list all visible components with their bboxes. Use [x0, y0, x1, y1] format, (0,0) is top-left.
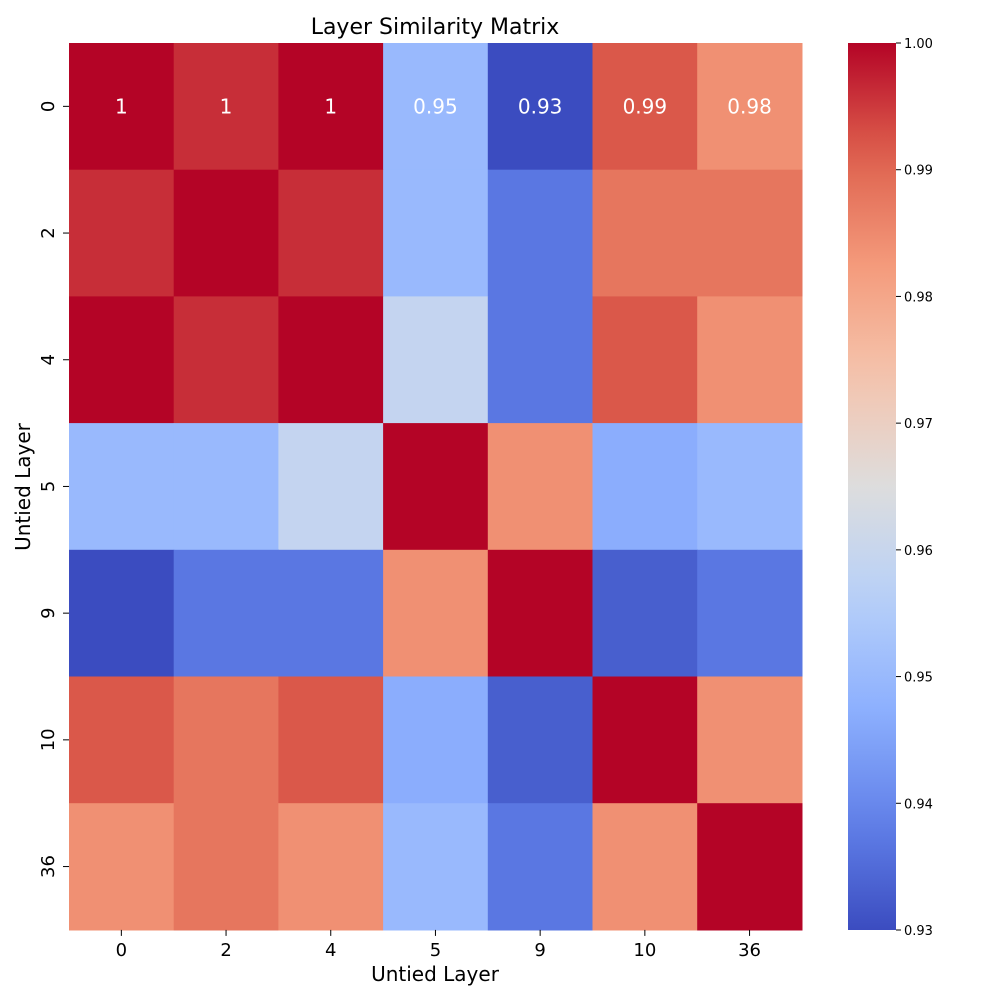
heatmap-cell-r1-c3: [383, 169, 489, 297]
heatmap-cell-r0-c2: [278, 43, 384, 171]
y-tick-label: 36: [38, 855, 59, 878]
x-tick-label: 5: [430, 940, 441, 961]
colorbar-ticks: 1.00 0.99 0.98 0.97 0.96 0.95 0.94 0.93: [896, 37, 933, 939]
y-tick-label: 4: [38, 354, 59, 365]
heatmap-cell-r6-c5: [592, 803, 698, 931]
y-tick-label: 0: [38, 101, 59, 112]
x-tick-label: 10: [633, 940, 656, 961]
heatmap-cell-r1-c2: [278, 169, 384, 297]
x-tick-label: 2: [220, 940, 231, 961]
y-axis-label: Untied Layer: [11, 422, 35, 551]
colorbar-tick-label: 0.95: [904, 671, 933, 686]
heatmap-cell-r4-c4: [487, 549, 594, 678]
heatmap-cell-r5-c0: [69, 676, 175, 804]
chart-title: Layer Similarity Matrix: [311, 15, 560, 40]
heatmap-cell-r1-c6: [697, 169, 803, 297]
heatmap-cell-r0-c4: [487, 43, 594, 171]
heatmap-cell-r4-c3: [383, 549, 489, 678]
heatmap-cell-r5-c5: [592, 676, 698, 804]
heatmap-cell-r0-c3: [383, 43, 489, 171]
heatmap-cell-r1-c5: [592, 169, 698, 297]
heatmap-cell-r0-c6: [697, 43, 803, 171]
x-tick-label: 0: [116, 940, 127, 961]
heatmap-cell-r5-c1: [173, 676, 279, 804]
colorbar-tick-label: 0.96: [904, 544, 933, 559]
heatmap-cell-r6-c6: [697, 803, 803, 931]
y-tick-label: 9: [38, 607, 59, 618]
heatmap-cell-r5-c3: [383, 676, 489, 804]
heatmap-cell-r5-c6: [697, 676, 803, 804]
heatmap-cell-r3-c3: [383, 423, 489, 551]
heatmap-cell-r5-c2: [278, 676, 384, 804]
colorbar-tick-label: 0.97: [904, 417, 933, 432]
y-axis-ticks: 0 2 4 5 9 10 36: [38, 101, 69, 878]
heatmap-cell-r2-c5: [592, 296, 698, 424]
heatmap-cell-r2-c1: [173, 296, 279, 424]
heatmap-cell-r3-c0: [69, 423, 175, 551]
heatmap-cell-r4-c2: [278, 549, 384, 678]
y-tick-label: 10: [38, 728, 59, 751]
heatmap-cell-r5-c4: [487, 676, 594, 804]
heatmap-cell-r6-c0: [69, 803, 175, 931]
heatmap-cells: [69, 43, 803, 931]
heatmap-cell-r3-c1: [173, 423, 279, 551]
heatmap-cell-r0-c5: [592, 43, 698, 171]
colorbar-tick-label: 0.99: [904, 164, 933, 179]
cell-annotation: 1: [115, 94, 128, 118]
heatmap-cell-r6-c2: [278, 803, 384, 931]
cell-annotation: 0.93: [518, 94, 563, 118]
cell-annotation: 1: [220, 94, 233, 118]
x-tick-label: 36: [738, 940, 761, 961]
colorbar-tick-label: 0.93: [904, 924, 933, 939]
cell-annotation: 0.95: [413, 94, 458, 118]
colorbar-tick-label: 0.98: [904, 290, 933, 305]
heatmap-cell-r2-c2: [278, 296, 384, 424]
heatmap-cell-r4-c0: [69, 549, 175, 678]
cell-annotation: 0.99: [623, 94, 668, 118]
heatmap-cell-r3-c2: [278, 423, 384, 551]
heatmap-cell-r2-c3: [383, 296, 489, 424]
y-tick-label: 5: [38, 481, 59, 492]
heatmap-cell-r6-c4: [487, 803, 594, 931]
heatmap-cell-r2-c4: [487, 296, 594, 424]
x-tick-label: 9: [534, 940, 545, 961]
heatmap-cell-r4-c5: [592, 549, 698, 678]
x-axis-label: Untied Layer: [371, 962, 500, 986]
cell-annotation: 1: [324, 94, 337, 118]
cell-annotations: 1 1 1 0.95 0.93 0.99 0.98: [115, 94, 772, 118]
heatmap-cell-r4-c6: [697, 549, 803, 678]
heatmap-cell-r6-c1: [173, 803, 279, 931]
heatmap-cell-r1-c1: [173, 169, 279, 297]
heatmap-cell-r1-c0: [69, 169, 175, 297]
cell-annotation: 0.98: [727, 94, 772, 118]
heatmap-cell-r2-c0: [69, 296, 175, 424]
heatmap-cell-r3-c6: [697, 423, 803, 551]
heatmap-cell-r0-c1: [173, 43, 279, 171]
heatmap-cell-r1-c4: [487, 169, 594, 297]
colorbar: [848, 43, 896, 930]
heatmap-cell-r4-c1: [173, 549, 279, 678]
x-axis-ticks: 0 2 4 5 9 10 36: [116, 929, 761, 961]
y-tick-label: 2: [38, 227, 59, 238]
x-tick-label: 4: [325, 940, 336, 961]
colorbar-tick-label: 0.94: [904, 797, 933, 812]
heatmap-cell-r2-c6: [697, 296, 803, 424]
heatmap-cell-r6-c3: [383, 803, 489, 931]
heatmap-cell-r0-c0: [69, 43, 175, 171]
colorbar-tick-label: 1.00: [904, 37, 933, 52]
heatmap-cell-r3-c4: [487, 423, 594, 551]
heatmap-cell-r3-c5: [592, 423, 698, 551]
